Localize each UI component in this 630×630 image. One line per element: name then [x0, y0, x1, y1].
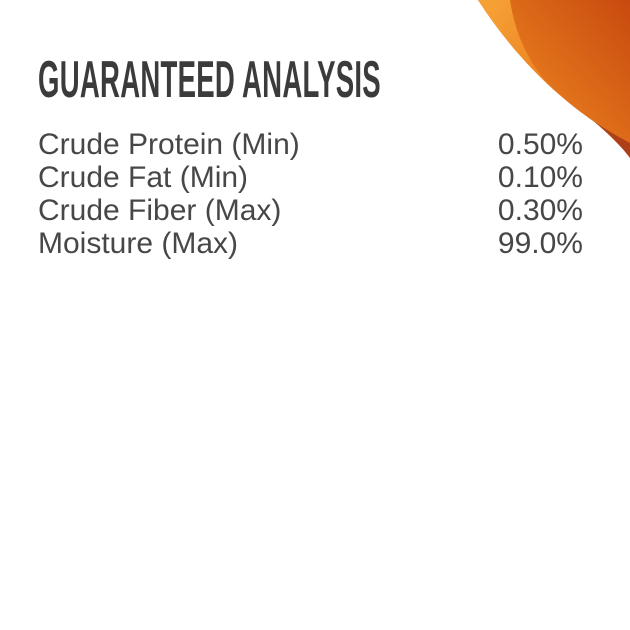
section-title: GUARANTEED ANALYSIS [38, 51, 381, 109]
analysis-table: Crude Protein (Min) 0.50% Crude Fat (Min… [38, 128, 583, 260]
analysis-row-label: Moisture (Max) [38, 227, 239, 260]
table-row: Crude Protein (Min) 0.50% [38, 128, 583, 161]
analysis-row-value: 0.10% [497, 161, 583, 194]
table-row: Crude Fiber (Max) 0.30% [38, 194, 583, 227]
analysis-row-value: 99.0% [497, 227, 583, 260]
analysis-row-value: 0.30% [497, 194, 583, 227]
table-row: Moisture (Max) 99.0% [38, 227, 583, 260]
analysis-row-value: 0.50% [497, 128, 583, 161]
analysis-row-label: Crude Fiber (Max) [38, 194, 282, 227]
analysis-row-label: Crude Fat (Min) [38, 161, 249, 194]
table-row: Crude Fat (Min) 0.10% [38, 161, 583, 194]
blob-crest-highlight-shape [478, 0, 562, 97]
analysis-row-label: Crude Protein (Min) [38, 128, 300, 161]
